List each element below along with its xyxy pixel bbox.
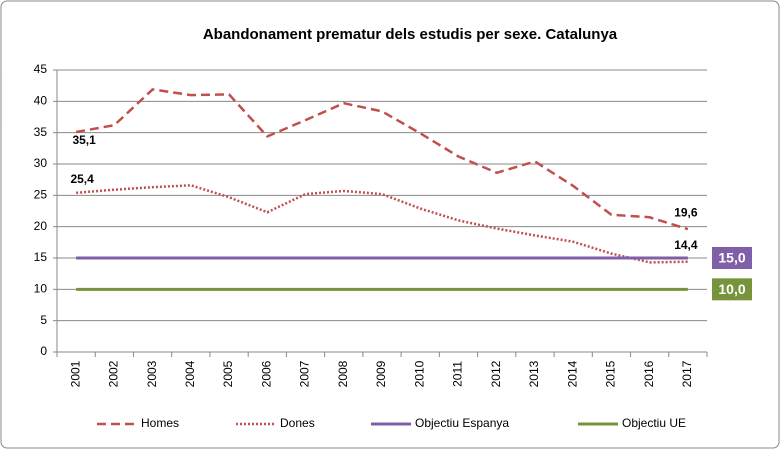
x-tick-label: 2013 xyxy=(527,360,541,387)
x-tick-label: 2003 xyxy=(145,360,159,387)
y-tick-label: 0 xyxy=(40,344,47,358)
x-tick-label: 2011 xyxy=(451,361,465,387)
legend-label: Dones xyxy=(280,416,315,430)
y-tick-label: 5 xyxy=(40,313,47,327)
x-tick-label: 2008 xyxy=(336,360,350,387)
value-label: 14,4 xyxy=(674,238,698,252)
y-tick-label: 25 xyxy=(34,188,48,202)
x-tick-label: 2015 xyxy=(604,360,618,387)
value-label: 10,0 xyxy=(718,281,745,297)
value-label-box xyxy=(712,247,752,269)
value-label-box xyxy=(712,278,752,301)
x-tick-label: 2004 xyxy=(183,360,197,387)
legend-label: Homes xyxy=(141,416,179,430)
x-tick-label: 2016 xyxy=(642,360,656,387)
y-tick-label: 35 xyxy=(34,125,48,139)
x-tick-label: 2002 xyxy=(107,360,121,387)
legend-label: Objectiu UE xyxy=(622,416,686,430)
x-tick-label: 2017 xyxy=(680,360,694,387)
value-label: 19,6 xyxy=(674,205,698,219)
y-tick-label: 10 xyxy=(34,282,48,296)
y-tick-label: 20 xyxy=(34,219,48,233)
chart-title: Abandonament prematur dels estudis per s… xyxy=(203,26,618,43)
y-tick-label: 45 xyxy=(34,62,48,76)
y-tick-label: 15 xyxy=(34,250,48,264)
x-tick-label: 2001 xyxy=(68,360,82,387)
x-tick-label: 2012 xyxy=(489,360,503,387)
legend-label: Objectiu Espanya xyxy=(415,416,509,430)
y-tick-label: 40 xyxy=(34,94,48,108)
x-tick-label: 2006 xyxy=(259,360,273,387)
value-label: 35,1 xyxy=(72,133,96,147)
series-line xyxy=(75,88,689,231)
y-tick-label: 30 xyxy=(34,156,48,170)
x-tick-label: 2014 xyxy=(565,360,579,387)
value-label: 25,4 xyxy=(70,172,94,186)
value-label: 15,0 xyxy=(718,250,745,266)
x-tick-label: 2009 xyxy=(374,360,388,387)
x-tick-label: 2005 xyxy=(221,360,235,387)
x-tick-label: 2010 xyxy=(412,360,426,387)
x-tick-label: 2007 xyxy=(298,360,312,387)
